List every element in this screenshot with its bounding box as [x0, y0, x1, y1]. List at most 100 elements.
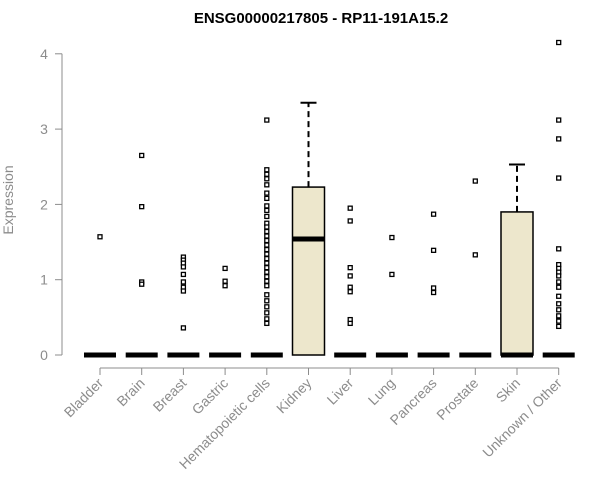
- outlier-point: [347, 218, 353, 224]
- plot-area: [84, 39, 575, 358]
- outlier-point: [264, 283, 270, 289]
- y-tick-label: 0: [40, 347, 48, 363]
- y-tick-label: 1: [40, 272, 48, 288]
- outlier-point: [472, 178, 478, 184]
- outlier-point: [264, 242, 270, 248]
- outlier-point: [264, 167, 270, 173]
- x-tick-label: Unknown / Other: [479, 375, 565, 461]
- outlier-point: [430, 289, 437, 296]
- outlier-point: [180, 271, 187, 278]
- x-tick-label: Prostate: [433, 375, 481, 423]
- outlier-point: [264, 233, 270, 239]
- outlier-point: [264, 274, 270, 280]
- outlier-point: [556, 279, 562, 285]
- outlier-point: [389, 234, 395, 241]
- outlier-point: [139, 281, 145, 287]
- outlier-point: [430, 285, 437, 291]
- outlier-point: [264, 292, 270, 298]
- outlier-point: [222, 265, 228, 272]
- outlier-point: [347, 284, 353, 290]
- box-body: [291, 186, 326, 356]
- outlier-point: [264, 320, 270, 327]
- box-breast: [167, 254, 200, 358]
- box-pancreas: [417, 211, 450, 358]
- x-tick-label: Kidney: [273, 375, 315, 417]
- outlier-point: [180, 264, 187, 270]
- outlier-point: [264, 278, 270, 284]
- outlier-point: [556, 284, 562, 290]
- outlier-point: [180, 279, 187, 285]
- x-tick-label: Lung: [365, 375, 398, 408]
- box-kidney: [291, 101, 326, 356]
- outlier-point: [264, 316, 270, 322]
- outlier-point: [264, 213, 270, 220]
- outlier-point: [556, 301, 562, 307]
- outlier-point: [556, 175, 562, 181]
- outlier-point: [347, 265, 353, 271]
- outlier-point: [556, 313, 562, 319]
- x-tick-label: Skin: [493, 375, 524, 406]
- outlier-point: [347, 289, 353, 295]
- outlier-point: [556, 246, 562, 252]
- outlier-point: [556, 117, 562, 123]
- chart-title: ENSG00000217805 - RP11-191A15.2: [194, 10, 448, 27]
- outlier-point: [264, 260, 270, 266]
- outlier-point: [347, 273, 353, 279]
- box-liver: [334, 205, 367, 358]
- outlier-point: [264, 310, 270, 316]
- box-lung: [375, 234, 408, 358]
- outlier-point: [347, 205, 353, 211]
- outlier-point: [264, 304, 270, 310]
- outlier-point: [264, 228, 270, 235]
- outlier-point: [556, 323, 562, 330]
- outlier-point: [139, 152, 145, 159]
- outlier-point: [556, 307, 562, 313]
- outlier-point: [264, 117, 270, 123]
- outlier-point: [264, 195, 270, 202]
- outlier-point: [264, 224, 270, 230]
- outlier-point: [556, 318, 562, 324]
- outlier-point: [347, 320, 353, 327]
- y-axis-label: Expression: [0, 165, 16, 234]
- box-body: [500, 211, 534, 356]
- y-tick-label: 4: [40, 46, 48, 62]
- outlier-point: [97, 234, 103, 240]
- outlier-point: [556, 39, 562, 46]
- outlier-point: [556, 293, 562, 299]
- outlier-point: [264, 182, 270, 188]
- box-brain: [125, 152, 158, 358]
- box-skin: [500, 163, 534, 358]
- box-hematopoietic-cells: [250, 117, 283, 358]
- outlier-point: [139, 204, 145, 210]
- outlier-point: [264, 203, 270, 209]
- x-tick-label: Liver: [324, 375, 357, 408]
- outlier-point: [180, 325, 187, 331]
- outlier-point: [222, 278, 228, 284]
- y-axis: 0 1 2 3 4: [40, 46, 63, 363]
- outlier-point: [264, 171, 270, 177]
- outlier-point: [389, 271, 395, 278]
- outlier-point: [472, 252, 478, 258]
- box-unknown-other: [542, 39, 575, 358]
- box-bladder: [84, 234, 116, 358]
- outlier-point: [222, 283, 228, 289]
- outlier-point: [264, 207, 270, 214]
- outlier-point: [264, 237, 270, 244]
- outlier-point: [264, 298, 270, 304]
- x-tick-label: Breast: [150, 375, 190, 415]
- y-tick-label: 3: [40, 121, 48, 137]
- outlier-point: [264, 190, 270, 196]
- outlier-point: [264, 255, 270, 262]
- outlier-point: [264, 246, 270, 253]
- outlier-point: [264, 265, 270, 271]
- x-tick-label: Bladder: [61, 375, 107, 421]
- outlier-point: [556, 273, 562, 279]
- outlier-point: [430, 247, 437, 253]
- outlier-point: [264, 269, 270, 275]
- outlier-point: [556, 136, 562, 142]
- outlier-point: [264, 251, 270, 257]
- outlier-point: [180, 288, 187, 294]
